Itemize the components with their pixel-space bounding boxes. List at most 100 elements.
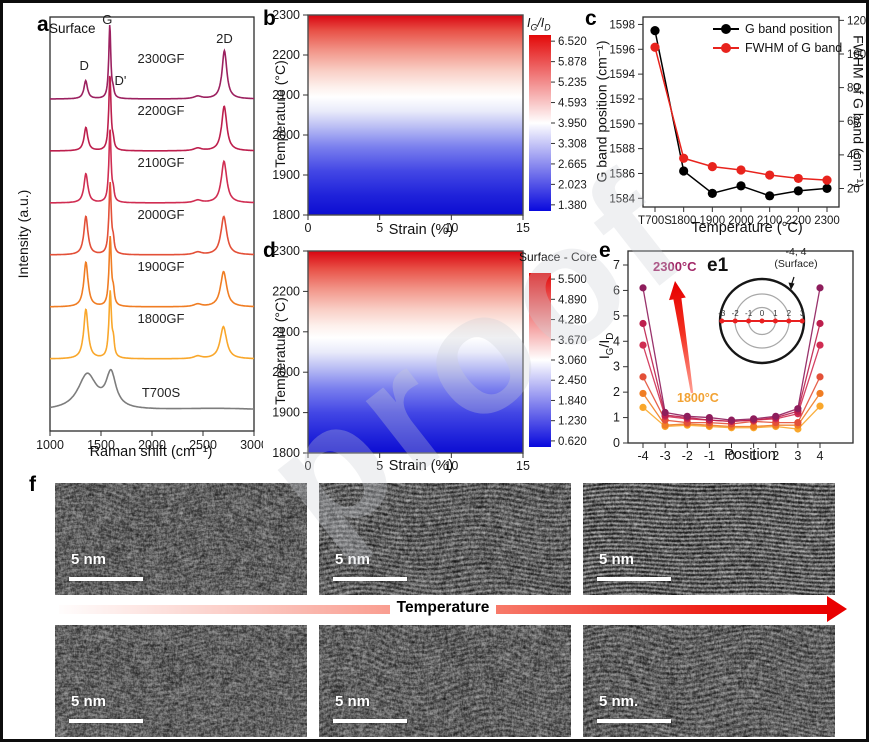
tem-image-surface-3: [583, 483, 835, 595]
data-point: [816, 341, 824, 349]
x-tick-label: 5: [376, 459, 383, 473]
strain-temperature-heatmap: 1800 1900 2000 2100 2200 2300 0 5 10 15 6.520 5.878…: [272, 9, 587, 235]
d-x-axis-label: Strain (%): [388, 458, 454, 474]
y-tick-label: 7: [613, 258, 620, 272]
data-point: [794, 419, 802, 427]
x-tick-label: 10: [444, 221, 458, 235]
scalebar-label: 5 nm: [335, 551, 371, 568]
inset-position-dot: [786, 318, 792, 324]
a-y-axis-label: Intensity (a.u.): [15, 189, 31, 279]
curve-label: T700S: [142, 385, 181, 400]
inset-position-label: -1: [745, 309, 753, 318]
inset-position-dot: [732, 318, 738, 324]
legend-item-gband: G band position: [713, 19, 842, 38]
x-tick-label: 4: [817, 449, 824, 463]
data-point: [816, 319, 824, 328]
y-tick-label: 2300: [272, 244, 300, 258]
colorbar-tick-label: 5.500: [558, 274, 587, 286]
y-tick-label: 2200: [272, 284, 300, 298]
right-tick-label: 120: [847, 15, 866, 27]
data-point: [661, 421, 669, 429]
data-point: [793, 173, 803, 184]
scalebar-label: 5 nm.: [599, 693, 639, 710]
y-tick-label: 1900: [272, 168, 300, 182]
x-tick-label: 15: [516, 459, 530, 473]
y-tick-label: 2100: [272, 325, 300, 339]
x-tick-label: -2: [682, 449, 693, 463]
curve-label: 1900GF: [138, 259, 185, 274]
colorbar-tick-label: 3.950: [558, 118, 587, 130]
data-point: [639, 403, 647, 411]
temperature-arrow-label: Temperature: [333, 599, 553, 617]
scalebar: [333, 719, 407, 723]
curve-label: 2100GF: [138, 155, 185, 170]
inset-position-label: 0: [760, 309, 765, 318]
data-point: [639, 389, 647, 398]
peak-label: 2D: [216, 31, 233, 46]
curve-label: 2000GF: [138, 207, 185, 222]
right-tick-label: 80: [847, 83, 860, 95]
d-colorbar-title: Surface - Core: [519, 250, 598, 264]
b-x-axis-label: Strain (%): [388, 222, 454, 238]
panel-f-letter: f: [29, 473, 36, 496]
x-tick-label: 15: [516, 221, 530, 235]
peak-label: D: [79, 58, 88, 73]
tem-image-surface-1: [55, 483, 307, 595]
inset-position-label: 3: [800, 309, 805, 318]
tem-image-core-3: [583, 625, 835, 737]
colorbar-tick-label: 2.665: [558, 159, 587, 171]
x-tick-label: 2: [772, 449, 779, 463]
data-point: [650, 42, 660, 52]
colorbar-tick-label: 5.235: [558, 77, 587, 89]
right-tick-label: 40: [847, 150, 860, 162]
data-point: [822, 175, 832, 185]
heatmap-surface: [308, 251, 523, 453]
right-tick-label: 60: [847, 116, 860, 128]
raman-curve-T700S: [49, 368, 254, 410]
legend-label: FWHM of G band: [745, 40, 843, 55]
inset-callout-line2: (Surface): [774, 257, 818, 270]
raman-curve-1900GF: [50, 235, 255, 308]
colorbar-tick-label: 3.308: [558, 138, 587, 150]
e-annotation-2300: 2300°C: [653, 259, 697, 274]
data-point: [736, 181, 746, 191]
data-point: [705, 413, 713, 422]
scalebar: [69, 577, 143, 581]
data-point: [707, 188, 717, 198]
plot-frame: [627, 250, 854, 444]
colorbar-tick-label: 2.023: [558, 179, 587, 191]
y-tick-label: 2000: [272, 365, 300, 379]
y-tick-label: 1800: [272, 208, 300, 222]
y-tick-label: 5: [613, 309, 620, 323]
y-tick-label: 2200: [272, 48, 300, 62]
x-tick-label: -3: [660, 449, 671, 463]
callout-arrowhead-icon: [788, 282, 795, 290]
legend-label: G band position: [745, 21, 833, 36]
colorbar-tick-label: 3.060: [558, 355, 587, 367]
colorbar-tick-label: 5.878: [558, 57, 587, 69]
inset-callout-line1: -4, 4: [785, 246, 807, 258]
peak-label: G: [102, 12, 112, 27]
data-point: [639, 284, 647, 292]
x-tick-label: 10: [444, 459, 458, 473]
c-right-y-axis-label: FWHM of G band (cm⁻¹): [850, 35, 867, 188]
left-tick-label: 1596: [609, 44, 635, 56]
curve-label: 2200GF: [138, 103, 185, 118]
colorbar-tick-label: 0.620: [558, 436, 587, 448]
x-tick-label: 0: [305, 459, 312, 473]
inset-position-dot: [719, 318, 725, 324]
data-point: [736, 165, 746, 175]
data-point: [816, 389, 824, 398]
inset-label-e1: e1: [707, 255, 729, 276]
x-tick-label: 1900: [700, 215, 726, 227]
colorbar-tick-label: 4.280: [558, 315, 587, 327]
colorbar-tick-label: 4.593: [558, 98, 587, 110]
colorbar-tick-label: 2.450: [558, 375, 587, 387]
colorbar-tick-label: 4.890: [558, 294, 587, 306]
left-tick-label: 1586: [609, 168, 635, 180]
x-tick-label: -1: [704, 449, 715, 463]
panel-e-letter: e: [599, 239, 611, 262]
left-tick-label: 1584: [609, 193, 635, 205]
raman-curve-1800GF: [50, 290, 255, 360]
